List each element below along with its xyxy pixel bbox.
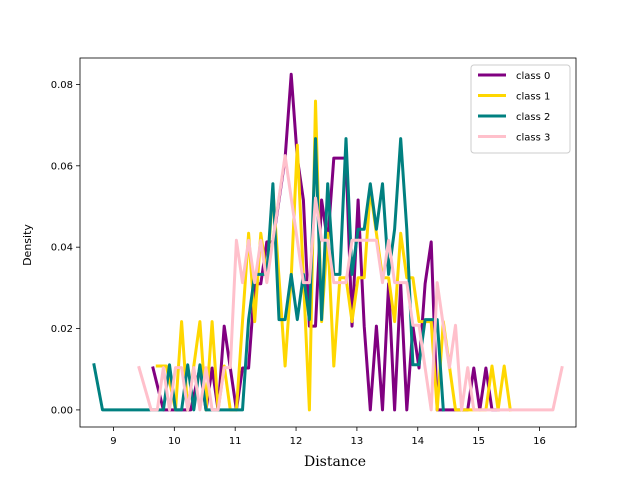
x-axis: 9 10 11 12 13 14 15 16	[110, 427, 546, 447]
x-tick-label: 14	[411, 436, 424, 447]
x-tick-label: 16	[533, 436, 546, 447]
x-tick-label: 9	[110, 436, 116, 447]
y-tick-label: 0.06	[51, 161, 73, 172]
plot-area	[92, 72, 564, 412]
legend-box	[470, 64, 571, 154]
legend-label-class-3: class 3	[516, 133, 550, 144]
series-line-class-3	[137, 154, 564, 412]
x-tick-label: 15	[472, 436, 485, 447]
x-tick-label: 11	[229, 436, 242, 447]
y-tick-label: 0.02	[51, 324, 73, 335]
legend-label-class-2: class 2	[516, 112, 550, 123]
y-tick-label: 0.04	[51, 243, 73, 254]
y-tick-label: 0.08	[51, 80, 73, 91]
x-tick-label: 13	[351, 436, 364, 447]
legend: class 0 class 1 class 2 class 3	[470, 64, 571, 154]
y-axis: 0.00 0.02 0.04 0.06 0.08	[51, 80, 80, 416]
y-tick-label: 0.00	[51, 405, 73, 416]
axes-frame	[79, 57, 577, 428]
x-tick-label: 12	[290, 436, 303, 447]
x-axis-label: Distance	[304, 454, 366, 470]
legend-label-class-1: class 1	[516, 92, 550, 103]
legend-label-class-0: class 0	[516, 71, 550, 82]
x-tick-label: 10	[168, 436, 181, 447]
y-axis-label: Density	[21, 224, 34, 266]
